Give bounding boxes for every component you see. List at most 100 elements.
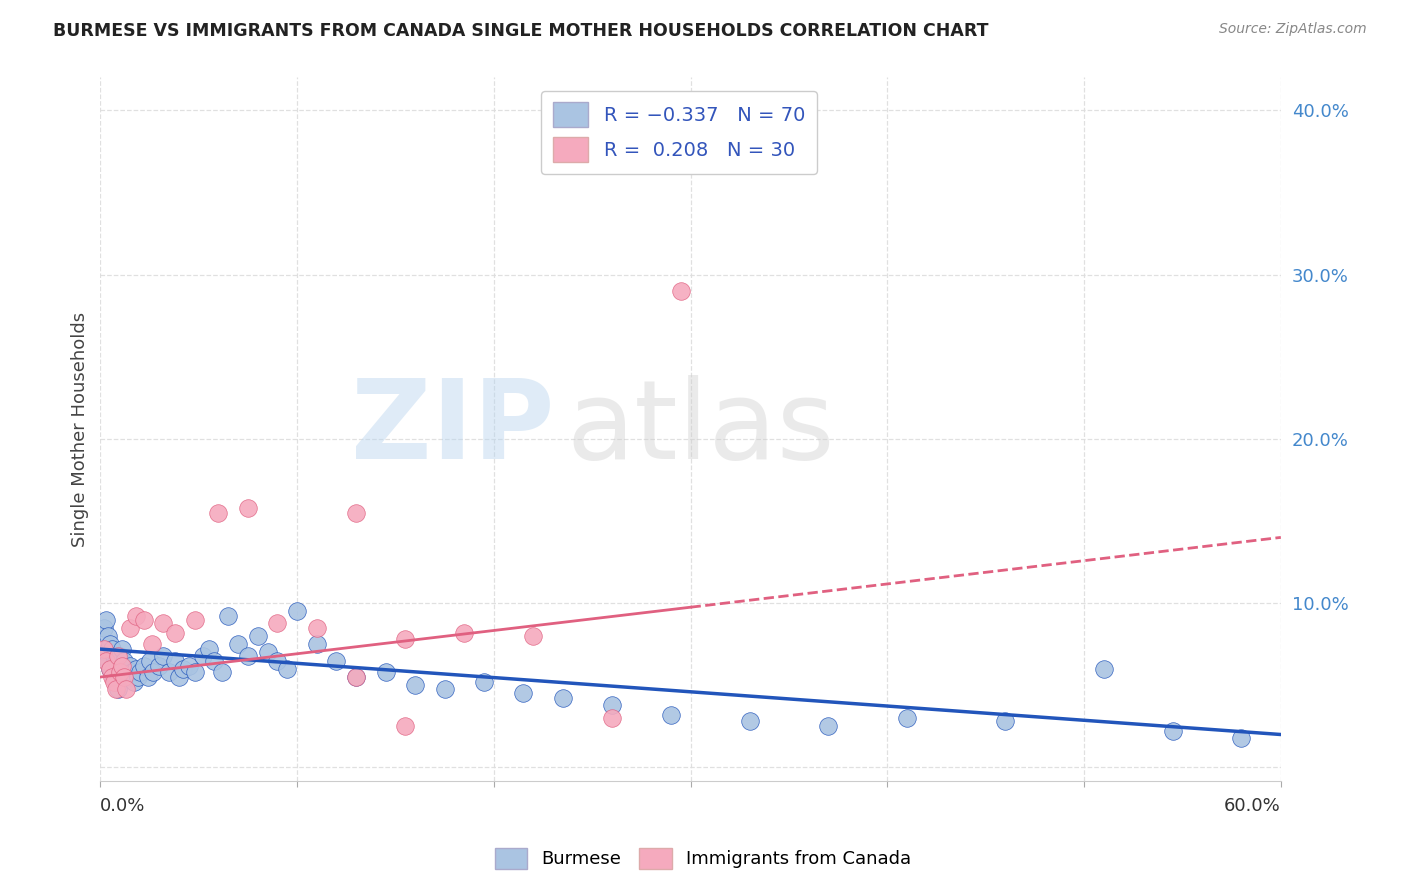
Text: 0.0%: 0.0%: [100, 797, 146, 815]
Point: [184, 613, 207, 627]
Point: [325, 654, 347, 668]
Point: [522, 629, 544, 643]
Point: [172, 662, 194, 676]
Point: [108, 665, 131, 679]
Point: [236, 500, 259, 515]
Point: [98, 662, 121, 676]
Point: [817, 719, 839, 733]
Point: [105, 681, 128, 696]
Point: [394, 719, 416, 733]
Point: [1230, 731, 1253, 745]
Point: [96, 654, 118, 668]
Point: [197, 642, 219, 657]
Point: [994, 714, 1017, 729]
Point: [127, 670, 149, 684]
Point: [125, 609, 148, 624]
Legend: Burmese, Immigrants from Canada: Burmese, Immigrants from Canada: [488, 840, 918, 876]
Point: [108, 648, 131, 663]
Point: [107, 648, 129, 663]
Point: [93, 621, 115, 635]
Point: [551, 691, 574, 706]
Point: [111, 642, 134, 657]
Point: [115, 681, 138, 696]
Point: [600, 698, 623, 712]
Point: [101, 665, 124, 679]
Text: 60.0%: 60.0%: [1225, 797, 1281, 815]
Point: [125, 662, 148, 676]
Point: [266, 654, 288, 668]
Point: [112, 670, 135, 684]
Point: [207, 506, 229, 520]
Point: [305, 637, 328, 651]
Point: [184, 665, 207, 679]
Point: [394, 632, 416, 647]
Point: [97, 654, 120, 668]
Point: [738, 714, 761, 729]
Point: [136, 670, 159, 684]
Point: [101, 642, 124, 657]
Point: [165, 625, 187, 640]
Point: [103, 675, 125, 690]
Point: [256, 645, 278, 659]
Point: [344, 506, 367, 520]
Point: [896, 711, 918, 725]
Point: [96, 613, 118, 627]
Point: [96, 645, 118, 659]
Text: atlas: atlas: [567, 376, 835, 483]
Point: [93, 642, 115, 657]
Point: [152, 615, 174, 630]
Point: [105, 675, 128, 690]
Point: [141, 637, 163, 651]
Point: [128, 665, 150, 679]
Point: [305, 621, 328, 635]
Point: [142, 665, 165, 679]
Point: [165, 654, 187, 668]
Point: [600, 711, 623, 725]
Point: [236, 648, 259, 663]
Point: [107, 658, 129, 673]
Point: [472, 675, 495, 690]
Point: [122, 675, 145, 690]
Point: [107, 681, 129, 696]
Text: ZIP: ZIP: [352, 376, 555, 483]
Point: [97, 629, 120, 643]
Point: [285, 604, 308, 618]
Text: Source: ZipAtlas.com: Source: ZipAtlas.com: [1219, 22, 1367, 37]
Point: [344, 670, 367, 684]
Point: [204, 654, 226, 668]
Point: [108, 665, 131, 679]
Point: [276, 662, 298, 676]
Point: [246, 629, 269, 643]
Y-axis label: Single Mother Households: Single Mother Households: [72, 311, 89, 547]
Point: [103, 670, 125, 684]
Point: [453, 625, 475, 640]
Legend: R = −0.337   N = 70, R =  0.208   N = 30: R = −0.337 N = 70, R = 0.208 N = 30: [541, 91, 817, 174]
Point: [138, 654, 160, 668]
Point: [669, 284, 692, 298]
Point: [177, 658, 200, 673]
Point: [191, 648, 214, 663]
Point: [152, 648, 174, 663]
Point: [118, 670, 141, 684]
Point: [117, 665, 139, 679]
Point: [132, 658, 155, 673]
Point: [101, 670, 124, 684]
Point: [433, 681, 456, 696]
Point: [266, 615, 288, 630]
Point: [112, 654, 135, 668]
Point: [103, 648, 125, 663]
Point: [132, 613, 155, 627]
Point: [404, 678, 426, 692]
Point: [118, 621, 141, 635]
Point: [226, 637, 249, 651]
Point: [167, 670, 190, 684]
Point: [121, 665, 143, 679]
Point: [659, 707, 682, 722]
Point: [98, 637, 121, 651]
Point: [217, 609, 239, 624]
Point: [118, 658, 141, 673]
Point: [1092, 662, 1115, 676]
Point: [115, 662, 138, 676]
Point: [111, 658, 134, 673]
Point: [98, 662, 121, 676]
